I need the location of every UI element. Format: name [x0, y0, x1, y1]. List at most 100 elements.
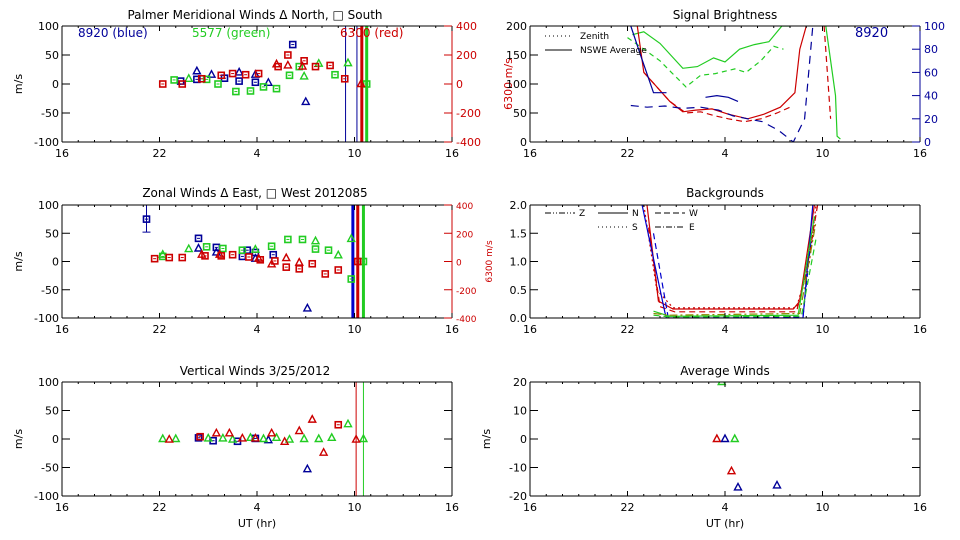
data-point [334, 266, 343, 274]
y-tick-label: 100 [38, 20, 59, 33]
legend-label: Zenith [580, 32, 609, 42]
right-tick-label: 80 [924, 43, 938, 56]
x-tick-label: 10 [348, 501, 362, 514]
data-point [271, 257, 279, 265]
right-tick-label: 400 [456, 20, 477, 33]
x-tick-label: 16 [55, 501, 69, 514]
data-point [311, 245, 320, 253]
data-point [228, 250, 237, 259]
data-point [726, 465, 737, 475]
data-point [256, 256, 265, 264]
x-tick-label: 10 [816, 501, 830, 514]
x-axis-label: UT (hr) [706, 517, 744, 530]
data-point [184, 243, 194, 253]
data-point [274, 62, 282, 71]
series-line [630, 26, 814, 142]
right-tick-label: 40 [924, 90, 938, 103]
legend-label: NSWE Average [580, 46, 647, 56]
chart-average: Average Winds 16 22 4 10 16 UT (hr) 20 10 0 -10 -20… [480, 364, 927, 530]
x-tick-label: 16 [913, 323, 927, 336]
data-point [324, 246, 333, 254]
data-point [302, 463, 313, 473]
y-tick-label: -100 [34, 312, 59, 325]
right-tick-label: 200 [456, 49, 477, 62]
data-point [227, 434, 238, 443]
data-point [733, 481, 743, 491]
data-point [246, 87, 255, 95]
y-axis-label: m/s [480, 429, 493, 449]
y-tick-label: -100 [34, 136, 59, 149]
data-point [326, 61, 334, 70]
x-tick-label: 16 [445, 323, 459, 336]
data-point [343, 418, 353, 428]
x-tick-label: 22 [621, 147, 635, 160]
data-point [297, 61, 308, 70]
x-tick-label: 16 [55, 323, 69, 336]
x-tick-label: 16 [523, 147, 537, 160]
right-tick-label: 20 [924, 113, 938, 126]
x-tick-label: 16 [445, 501, 459, 514]
data-point [310, 235, 321, 245]
data-point [201, 252, 209, 260]
y-tick-label: 50 [45, 405, 59, 418]
y-tick-label: -50 [41, 462, 59, 475]
data-point [211, 246, 222, 256]
data-point [258, 433, 269, 443]
legend-label: E [689, 223, 695, 233]
x-tick-label: 4 [722, 501, 729, 514]
y-tick-label: 50 [45, 227, 59, 240]
plot-area [627, 26, 841, 142]
data-point [193, 75, 201, 84]
x-tick-label: 10 [348, 323, 362, 336]
data-point [271, 432, 282, 442]
y-tick-label: 10 [513, 405, 527, 418]
y-axis-label: m/s [12, 74, 25, 94]
y-tick-label: 150 [506, 49, 527, 62]
right-axis-label: 6300 m/s [485, 240, 495, 283]
data-point [194, 434, 203, 442]
y-tick-label: -50 [41, 107, 59, 120]
data-point [282, 263, 291, 271]
right-tick-label: -400 [456, 315, 477, 325]
y-tick-label: 100 [506, 78, 527, 91]
chart-vertical: Vertical Winds 3/25/2012 16 22 4 10 16 UT (hr)… [12, 364, 459, 530]
chart-title: Vertical Winds 3/25/2012 [180, 364, 331, 378]
series-label: 8920 (blue) [78, 26, 148, 40]
data-point [295, 265, 304, 273]
data-point [142, 215, 151, 223]
x-tick-label: 22 [621, 323, 635, 336]
y-tick-label: -100 [34, 490, 59, 503]
series-line [823, 26, 832, 119]
chart-title: Backgrounds [686, 186, 764, 200]
data-point [238, 246, 247, 254]
x-tick-label: 16 [55, 147, 69, 160]
chart-title: Palmer Meridional Winds Δ North, □ South [127, 8, 382, 22]
chart-title: Zonal Winds Δ East, □ West 2012085 [142, 186, 367, 200]
data-point [234, 66, 244, 76]
data-point [158, 433, 168, 443]
x-tick-label: 22 [153, 147, 167, 160]
right-tick-label: -200 [456, 107, 481, 120]
data-point [346, 233, 356, 243]
data-point [150, 254, 159, 263]
series-line [825, 26, 841, 140]
y-tick-label: 1.0 [510, 256, 528, 269]
data-point [178, 253, 187, 262]
data-point [178, 80, 187, 88]
x-tick-label: 10 [816, 323, 830, 336]
data-point [203, 432, 213, 442]
series-line [636, 26, 807, 120]
series-line [653, 216, 815, 317]
data-point [331, 70, 339, 79]
data-point [259, 83, 268, 91]
data-point [266, 427, 277, 437]
data-point [279, 436, 290, 446]
data-point [327, 432, 337, 442]
data-point [164, 434, 174, 443]
data-point [333, 249, 343, 259]
data-point [294, 257, 304, 266]
y-tick-label: 0 [52, 256, 59, 269]
chart-title: Signal Brightness [673, 8, 778, 22]
